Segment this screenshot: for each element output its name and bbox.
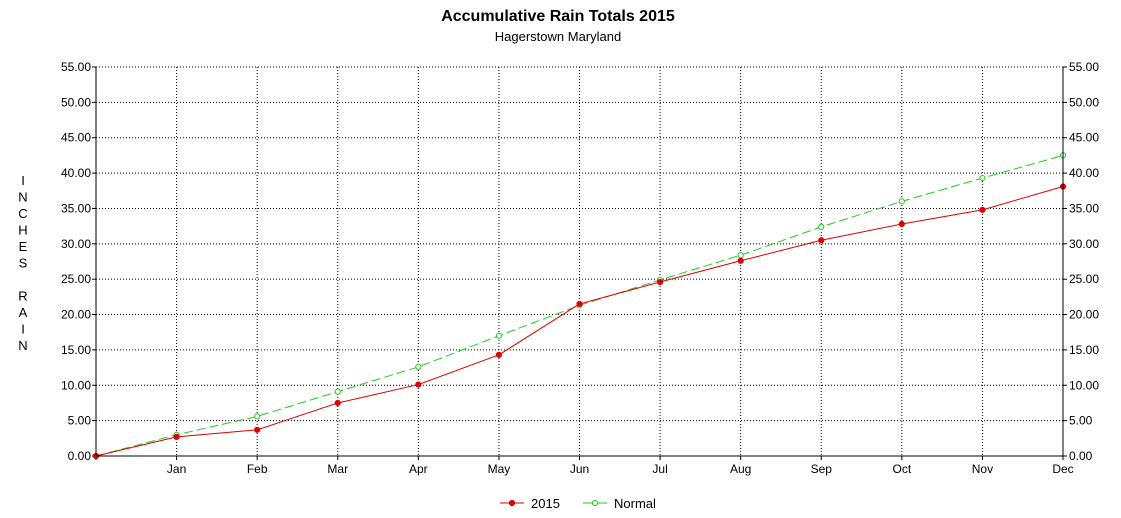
right-tick-label: 10.00: [1069, 378, 1099, 392]
left-tick-label: 5.00: [68, 414, 92, 428]
data-point: [818, 223, 825, 230]
x-tick-label: Oct: [892, 462, 911, 476]
series-2015: [92, 183, 1067, 460]
x-tick-label: Nov: [972, 462, 993, 476]
data-point: [898, 198, 905, 205]
grid: [96, 66, 1063, 456]
left-tick-label: 0.00: [68, 449, 92, 463]
right-tick-label: 5.00: [1069, 414, 1093, 428]
data-point: [495, 332, 503, 339]
y-axis-label-char: S: [19, 256, 28, 271]
y-axis-label-char: H: [18, 223, 27, 238]
data-point: [979, 206, 986, 213]
x-tick-label: Aug: [730, 462, 751, 476]
legend: 2015 Normal: [500, 496, 656, 511]
right-tick-label: 30.00: [1069, 237, 1099, 251]
right-tick-label: 25.00: [1069, 272, 1099, 286]
left-y-ticks: 0.00 5.00 10.00 15.00 20.00 25.00 30.00 35.00 40…: [61, 60, 96, 463]
left-tick-label: 40.00: [61, 166, 91, 180]
data-point: [979, 174, 986, 182]
x-tick-label: Jun: [570, 462, 589, 476]
y-axis-label-char: A: [19, 305, 28, 320]
x-tick-label: Dec: [1052, 462, 1073, 476]
data-point: [415, 381, 422, 388]
legend-label: 2015: [531, 496, 560, 511]
y-axis-label-char: N: [18, 190, 27, 205]
data-point: [415, 363, 422, 370]
series-layer: [92, 152, 1067, 460]
left-tick-label: 15.00: [61, 343, 91, 357]
chart-subtitle: Hagerstown Maryland: [495, 29, 621, 44]
data-point: [656, 278, 664, 286]
x-tick-label: Sep: [811, 462, 833, 476]
legend-marker: [591, 499, 599, 507]
right-tick-label: 50.00: [1069, 95, 1099, 109]
x-tick-label: Jul: [652, 462, 667, 476]
x-ticks: Jan Feb Mar Apr May Jun Jul Aug Sep Oct Nov Dec: [95, 456, 1074, 476]
data-point: [254, 413, 261, 420]
left-tick-label: 30.00: [61, 237, 91, 251]
x-tick-label: Apr: [409, 462, 428, 476]
left-tick-label: 55.00: [61, 60, 91, 74]
legend-label: Normal: [614, 496, 656, 511]
x-tick-label: Jan: [167, 462, 186, 476]
left-tick-label: 50.00: [61, 95, 91, 109]
left-tick-label: 25.00: [61, 272, 91, 286]
data-point: [737, 257, 744, 264]
y-axis-label-char: I: [21, 322, 25, 337]
data-point: [737, 252, 744, 259]
y-axis-label-char: N: [18, 338, 27, 353]
x-tick-label: Feb: [247, 462, 268, 476]
left-tick-label: 45.00: [61, 131, 91, 145]
right-tick-label: 35.00: [1069, 201, 1099, 215]
data-point: [173, 433, 180, 441]
right-tick-label: 15.00: [1069, 343, 1099, 357]
right-tick-label: 20.00: [1069, 308, 1099, 322]
data-point: [818, 237, 825, 244]
data-point: [576, 300, 583, 308]
y-axis-label-char: I: [21, 173, 25, 188]
x-tick-label: May: [488, 462, 511, 476]
left-tick-label: 35.00: [61, 201, 91, 215]
y-axis-label-char: E: [19, 239, 28, 254]
y-axis-label-char: R: [18, 289, 27, 304]
right-tick-label: 0.00: [1069, 449, 1093, 463]
left-tick-label: 20.00: [61, 308, 91, 322]
data-point: [254, 426, 261, 433]
data-point: [334, 399, 341, 407]
data-point: [334, 388, 341, 395]
data-point: [495, 351, 503, 358]
legend-marker: [508, 499, 516, 507]
right-y-ticks: 0.00 5.00 10.00 15.00 20.00 25.00 30.00 35.00 40…: [1063, 60, 1099, 463]
chart-title: Accumulative Rain Totals 2015: [441, 8, 675, 25]
right-tick-label: 45.00: [1069, 131, 1099, 145]
data-point: [898, 220, 905, 228]
right-tick-label: 40.00: [1069, 166, 1099, 180]
left-tick-label: 10.00: [61, 378, 91, 392]
x-tick-label: Mar: [327, 462, 348, 476]
y-axis-label-char: C: [18, 206, 27, 221]
right-tick-label: 55.00: [1069, 60, 1099, 74]
